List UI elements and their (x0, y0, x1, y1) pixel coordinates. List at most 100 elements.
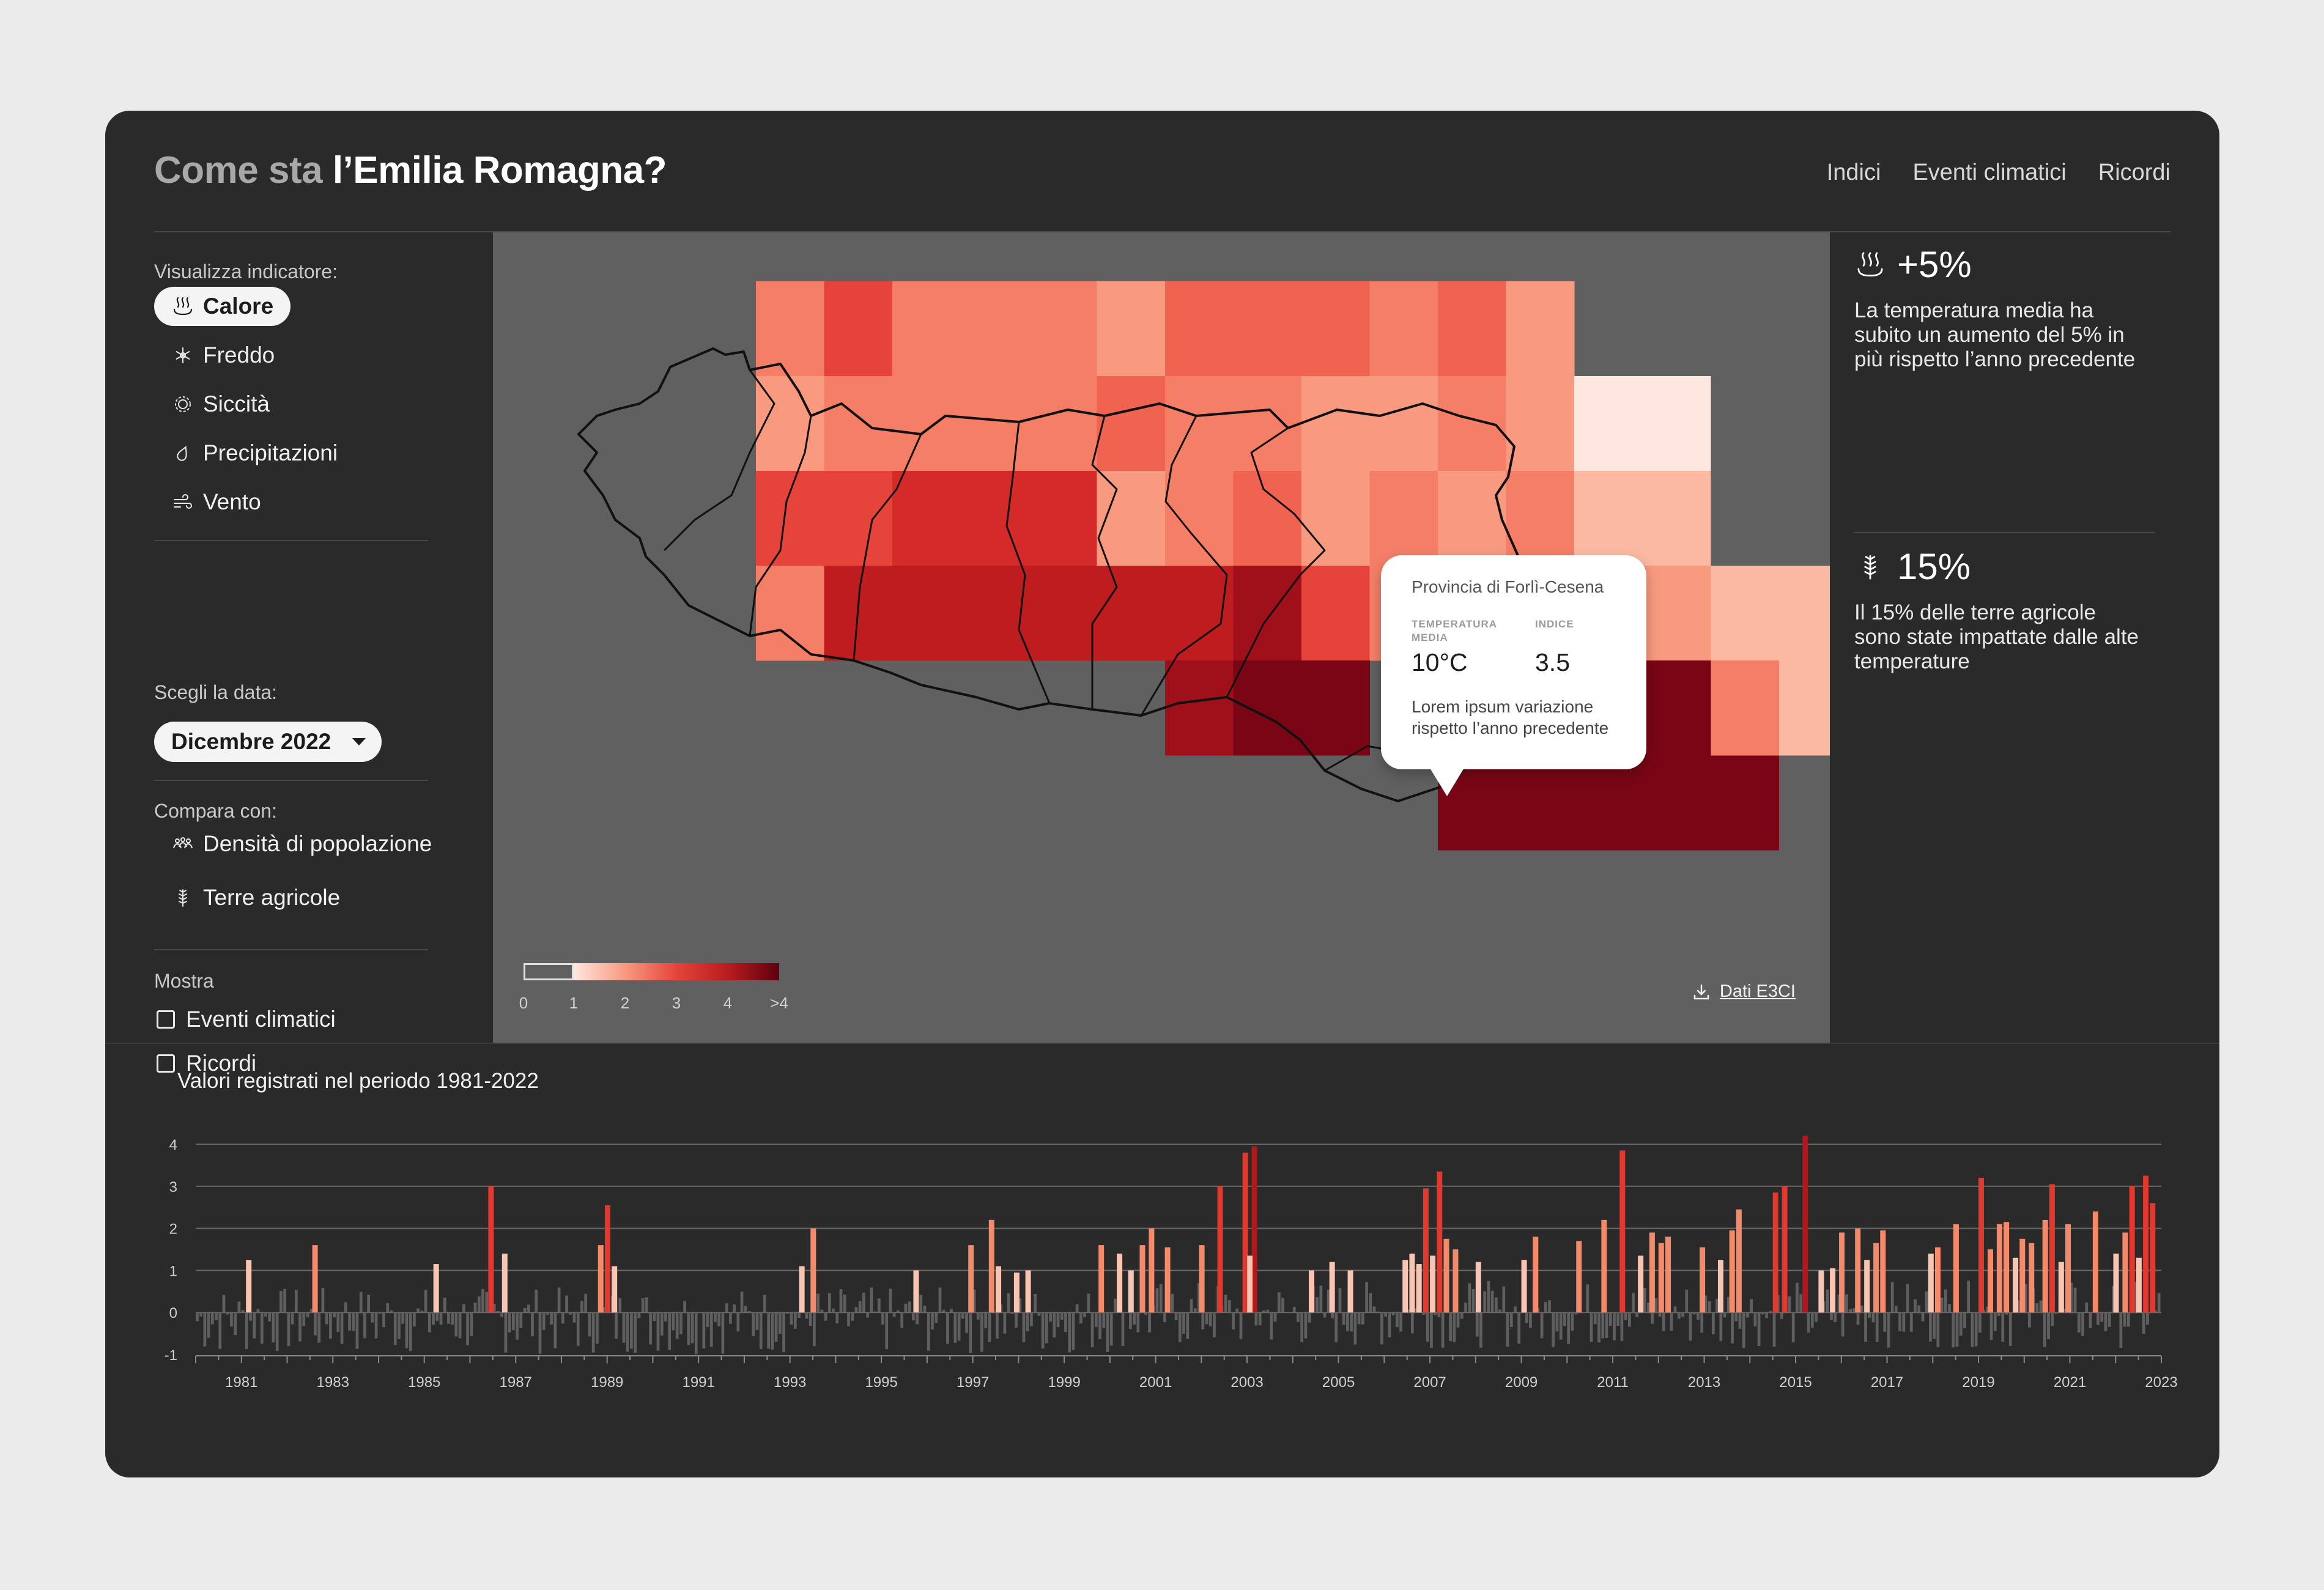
chart-bar-highlight[interactable] (1251, 1146, 1257, 1313)
chart-bar[interactable] (1601, 1312, 1605, 1339)
chart-bar[interactable] (1837, 1295, 1841, 1313)
chart-bar[interactable] (1791, 1312, 1795, 1342)
chart-bar[interactable] (1292, 1306, 1296, 1313)
chart-bar-highlight[interactable] (2013, 1257, 2019, 1313)
chart-bar[interactable] (1083, 1312, 1087, 1317)
chart-bar[interactable] (516, 1312, 519, 1340)
chart-bar[interactable] (481, 1289, 484, 1313)
chart-bar[interactable] (511, 1312, 515, 1331)
chart-bar[interactable] (931, 1312, 934, 1329)
chart-bar[interactable] (268, 1312, 272, 1322)
chart-bar[interactable] (287, 1312, 290, 1347)
chart-bar[interactable] (504, 1312, 508, 1353)
chart-bar[interactable] (294, 1290, 298, 1313)
chart-bar[interactable] (393, 1312, 397, 1345)
chart-bar[interactable] (1559, 1312, 1563, 1340)
chart-bar[interactable] (854, 1307, 858, 1313)
chart-bar[interactable] (569, 1312, 572, 1315)
chart-bar[interactable] (748, 1311, 751, 1313)
map-cell[interactable] (960, 376, 1029, 471)
chart-bar-highlight[interactable] (1802, 1136, 1808, 1313)
chart-bar[interactable] (759, 1312, 763, 1349)
chart-bar[interactable] (641, 1298, 645, 1313)
chart-bar-highlight[interactable] (1601, 1219, 1607, 1313)
chart-bar[interactable] (1121, 1312, 1125, 1346)
chart-bar[interactable] (877, 1298, 881, 1313)
chart-bar[interactable] (1654, 1298, 1658, 1313)
chart-bar[interactable] (386, 1303, 390, 1313)
chart-bar[interactable] (862, 1292, 865, 1313)
chart-bar[interactable] (1094, 1312, 1098, 1327)
checkbox-icon[interactable] (157, 1010, 175, 1029)
chart-bar-highlight[interactable] (1665, 1237, 1671, 1313)
map-cell[interactable] (892, 376, 961, 471)
chart-bar[interactable] (1148, 1312, 1151, 1333)
chart-bar[interactable] (1788, 1296, 1791, 1313)
chart-bar[interactable] (1003, 1312, 1007, 1334)
chart-bar[interactable] (1799, 1294, 1803, 1313)
chart-bar[interactable] (1620, 1312, 1624, 1341)
chart-bar-highlight[interactable] (996, 1266, 1002, 1313)
chart-bar-highlight[interactable] (1928, 1253, 1934, 1313)
chart-bar[interactable] (683, 1301, 686, 1313)
chart-bar[interactable] (1434, 1312, 1437, 1315)
chart-bar[interactable] (1834, 1312, 1837, 1322)
chart-bar[interactable] (637, 1312, 641, 1318)
chart-bar[interactable] (203, 1312, 207, 1347)
chart-bar[interactable] (329, 1312, 332, 1339)
chart-bar[interactable] (832, 1308, 835, 1313)
chart-bar[interactable] (1018, 1298, 1022, 1313)
chart-bar-highlight[interactable] (1717, 1260, 1723, 1313)
chart-bar[interactable] (1254, 1312, 1258, 1326)
chart-bar[interactable] (306, 1312, 309, 1317)
chart-bar[interactable] (580, 1301, 583, 1313)
chart-bar[interactable] (1651, 1312, 1654, 1324)
chart-bar[interactable] (226, 1312, 229, 1315)
chart-bar[interactable] (508, 1312, 511, 1333)
map-cell[interactable] (1097, 471, 1166, 566)
chart-bar[interactable] (1890, 1282, 1894, 1313)
chart-bar[interactable] (546, 1312, 549, 1315)
chart-bar[interactable] (1967, 1281, 1971, 1313)
chart-bar[interactable] (2134, 1281, 2138, 1313)
chart-bar[interactable] (603, 1307, 607, 1313)
chart-bar[interactable] (1380, 1312, 1383, 1345)
chart-bar-highlight[interactable] (1533, 1237, 1539, 1313)
chart-bar[interactable] (1056, 1312, 1060, 1328)
chart-bar-highlight[interactable] (1619, 1150, 1626, 1313)
chart-bar[interactable] (1034, 1294, 1037, 1313)
chart-bar[interactable] (885, 1312, 889, 1350)
chart-bar[interactable] (237, 1301, 241, 1313)
chart-bar[interactable] (550, 1312, 553, 1325)
chart-bar[interactable] (2035, 1303, 2039, 1313)
chart-bar-highlight[interactable] (2042, 1219, 2048, 1313)
chart-bar[interactable] (1993, 1312, 1997, 1331)
map-cell[interactable] (756, 376, 824, 471)
chart-bar[interactable] (1555, 1312, 1559, 1332)
chart-bar[interactable] (1342, 1312, 1345, 1325)
map-cell[interactable] (1438, 281, 1506, 377)
chart-bar-highlight[interactable] (1880, 1230, 1886, 1313)
chart-bar[interactable] (340, 1312, 344, 1344)
chart-bar[interactable] (1658, 1312, 1662, 1317)
chart-bar-highlight[interactable] (1149, 1228, 1155, 1313)
chart-bar[interactable] (626, 1312, 629, 1352)
chart-bar[interactable] (1396, 1312, 1399, 1328)
chart-bar[interactable] (1266, 1309, 1269, 1313)
chart-bar-highlight[interactable] (1638, 1255, 1644, 1313)
chart-bar[interactable] (1796, 1282, 1799, 1313)
chart-bar[interactable] (336, 1312, 340, 1333)
chart-bar-highlight[interactable] (1098, 1245, 1105, 1313)
chart-bar[interactable] (1929, 1312, 1932, 1342)
chart-bar[interactable] (1304, 1312, 1308, 1339)
chart-bar-highlight[interactable] (1700, 1247, 1706, 1313)
chart-bar[interactable] (283, 1289, 286, 1313)
chart-bar[interactable] (1704, 1295, 1708, 1313)
chart-bar[interactable] (1277, 1292, 1281, 1313)
chart-bar[interactable] (1468, 1283, 1471, 1313)
chart-bar[interactable] (790, 1312, 793, 1325)
chart-bar[interactable] (721, 1312, 725, 1354)
chart-bar[interactable] (778, 1312, 782, 1334)
chart-bar[interactable] (2043, 1312, 2046, 1347)
chart-bar[interactable] (374, 1312, 378, 1339)
